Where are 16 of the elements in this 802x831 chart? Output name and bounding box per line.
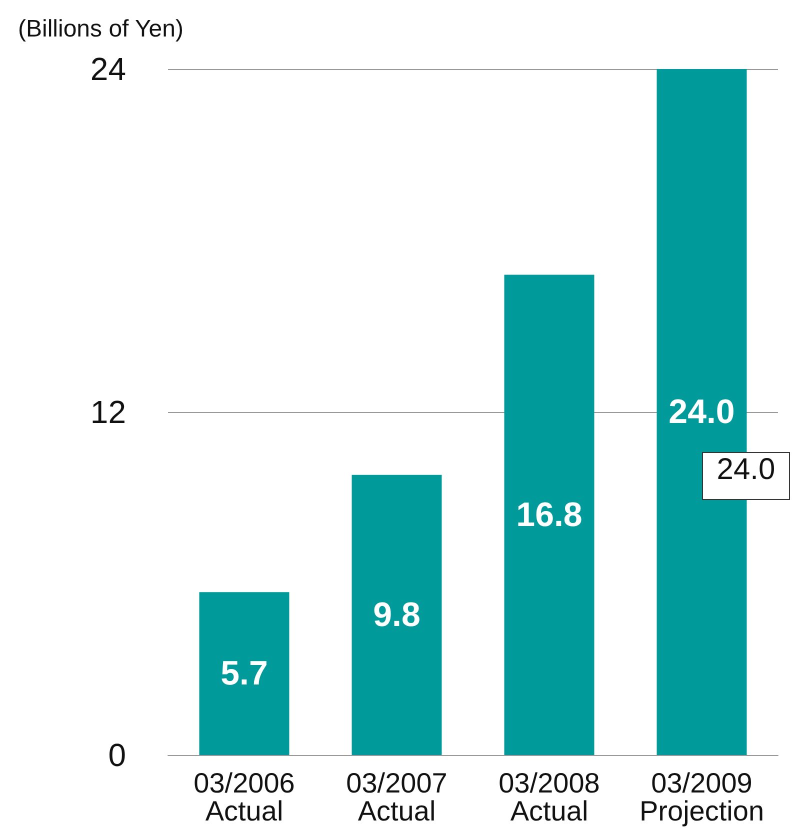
bar: [199, 592, 290, 755]
y-tick-label: 0: [108, 737, 126, 773]
y-axis-title: (Billions of Yen): [18, 16, 184, 42]
x-tick-label: 03/2009 Projection: [639, 768, 764, 826]
annotation: 24.0: [702, 452, 790, 500]
data-label: 5.7: [220, 654, 268, 693]
y-tick-label: 12: [90, 394, 126, 430]
bar: [352, 474, 442, 755]
x-tick-label: 03/2008 Actual: [498, 768, 600, 826]
data-label: 9.8: [373, 596, 420, 634]
data-label: 16.8: [516, 496, 582, 534]
x-tick-label: 03/2006 Actual: [194, 768, 295, 826]
bar: [504, 274, 594, 755]
data-label: 24.0: [668, 393, 735, 431]
y-tick-label: 24: [90, 51, 126, 87]
x-tick-label: 03/2007 Actual: [346, 768, 448, 826]
